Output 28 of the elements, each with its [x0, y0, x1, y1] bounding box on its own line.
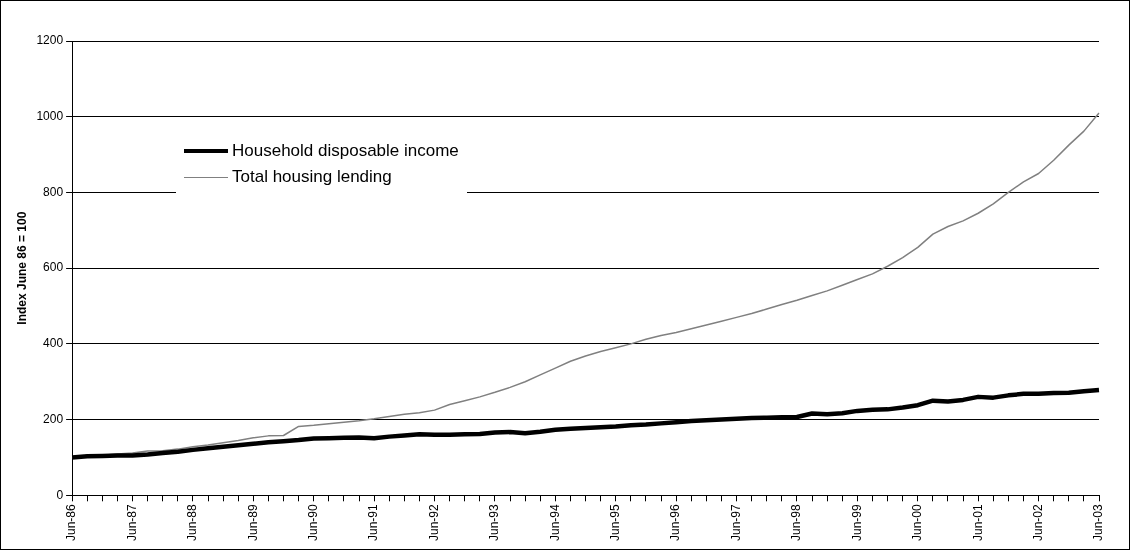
y-tick-label: 1200 — [36, 33, 64, 48]
x-tick-label: Jun-96 — [668, 503, 683, 542]
x-tick-label: Jun-01 — [970, 503, 985, 542]
y-tick-label: 1000 — [36, 109, 64, 124]
x-tick-label: Jun-92 — [426, 503, 441, 542]
x-tick-label: Jun-88 — [185, 503, 200, 542]
x-tick-label: Jun-90 — [306, 503, 321, 542]
x-tick-label: Jun-02 — [1030, 503, 1045, 542]
x-tick-label: Jun-91 — [366, 503, 381, 542]
y-tick-label: 400 — [43, 336, 64, 351]
y-axis-title: Index June 86 = 100 — [14, 211, 29, 325]
x-tick-label: Jun-87 — [124, 503, 139, 542]
legend-label: Household disposable income — [232, 141, 459, 161]
y-tick-label: 200 — [43, 411, 64, 426]
y-tick-label: 800 — [43, 184, 64, 199]
x-tick-label: Jun-03 — [1091, 503, 1106, 542]
legend-label: Total housing lending — [232, 167, 392, 187]
x-tick-label: Jun-93 — [487, 503, 502, 542]
x-tick-label: Jun-95 — [608, 503, 623, 542]
x-tick-label: Jun-98 — [789, 503, 804, 542]
x-tick-label: Jun-00 — [910, 503, 925, 542]
x-tick-label: Jun-86 — [64, 503, 79, 542]
x-tick-label: Jun-94 — [547, 503, 562, 542]
y-tick-label: 0 — [56, 487, 64, 502]
y-tick-label: 600 — [43, 260, 64, 275]
x-tick-label: Jun-97 — [728, 503, 743, 542]
x-tick-label: Jun-99 — [849, 503, 864, 542]
x-tick-label: Jun-89 — [245, 503, 260, 542]
